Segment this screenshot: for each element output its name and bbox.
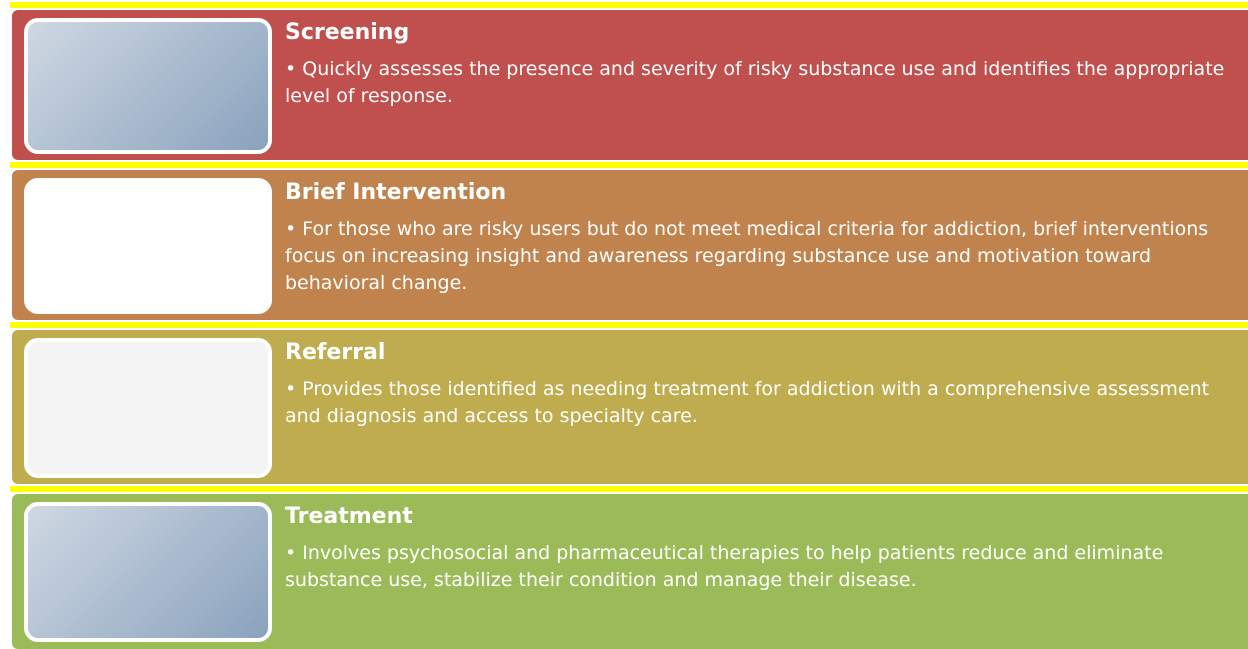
- row-title: Brief Intervention: [285, 180, 507, 205]
- photo: [24, 338, 272, 478]
- separator: [10, 322, 1248, 328]
- treatment-row: Treatment • Involves psychosocial and ph…: [12, 494, 1248, 649]
- brief-intervention-row: Brief Intervention • For those who are r…: [12, 170, 1248, 320]
- row-title: Treatment: [285, 504, 413, 529]
- row-text: • Provides those identified as needing t…: [285, 378, 1210, 427]
- screening-row: Screening • Quickly assesses the presenc…: [12, 10, 1248, 160]
- row-text: • Involves psychosocial and pharmaceutic…: [285, 542, 1164, 591]
- row-title: Screening: [285, 20, 410, 45]
- photo: [24, 178, 272, 314]
- row-text: • Quickly assesses the presence and seve…: [285, 58, 1225, 107]
- photo: [24, 502, 272, 642]
- separator: [10, 486, 1248, 492]
- referral-row: Referral • Provides those identified as …: [12, 330, 1248, 484]
- row-text: • For those who are risky users but do n…: [285, 218, 1209, 294]
- photo: [24, 18, 272, 154]
- separator: [10, 2, 1248, 8]
- row-title: Referral: [285, 340, 386, 365]
- separator: [10, 162, 1248, 168]
